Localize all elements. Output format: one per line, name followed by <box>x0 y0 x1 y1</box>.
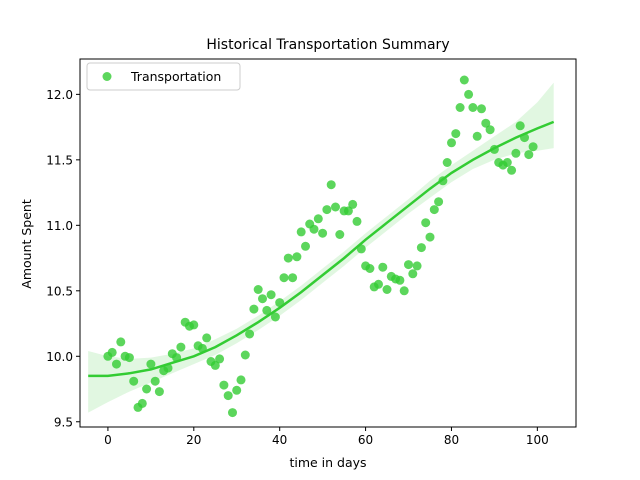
x-tick-label: 100 <box>526 433 549 447</box>
y-tick-label: 10.5 <box>46 284 73 298</box>
y-axis-label: Amount Spent <box>19 199 34 289</box>
data-point <box>288 273 298 283</box>
data-point <box>485 125 495 135</box>
data-point <box>528 142 538 152</box>
y-tick-label: 11.5 <box>46 153 73 167</box>
legend-box <box>86 62 241 91</box>
regression-line <box>88 120 555 378</box>
data-point <box>399 286 409 296</box>
data-point <box>464 89 474 99</box>
data-point <box>468 103 478 112</box>
data-point <box>262 305 272 315</box>
data-point <box>279 273 289 283</box>
data-point <box>434 197 444 207</box>
data-point <box>447 138 456 148</box>
data-point <box>404 260 413 270</box>
legend-label: Transportation <box>130 69 221 84</box>
data-point <box>322 205 332 215</box>
y-tick-label: 12.0 <box>46 88 73 102</box>
plot-area <box>88 75 555 418</box>
data-point <box>270 312 280 322</box>
data-point <box>129 376 139 386</box>
data-point <box>429 205 439 215</box>
data-point <box>421 218 431 228</box>
data-point <box>395 275 405 285</box>
data-point <box>365 264 375 273</box>
data-point <box>326 180 336 190</box>
data-point <box>502 158 512 167</box>
legend-marker <box>102 72 112 81</box>
data-point <box>511 148 521 158</box>
data-point <box>228 408 237 418</box>
data-point <box>223 391 233 401</box>
data-point <box>266 290 276 300</box>
x-axis-label: time in days <box>289 455 366 470</box>
data-point <box>524 150 534 160</box>
data-point <box>425 232 435 242</box>
data-point <box>137 398 147 408</box>
data-point <box>124 353 134 363</box>
legend: Transportation <box>86 62 241 91</box>
data-point <box>442 158 452 167</box>
data-point <box>331 202 340 212</box>
data-point <box>236 375 246 385</box>
data-point <box>146 359 156 369</box>
data-point <box>112 359 121 369</box>
data-point <box>189 320 199 330</box>
data-point <box>154 387 164 397</box>
data-point <box>313 214 323 224</box>
x-tick-label: 80 <box>444 433 459 447</box>
data-point <box>249 304 259 314</box>
chart-title: Historical Transportation Summary <box>206 37 449 53</box>
data-point <box>352 216 362 226</box>
data-point <box>150 376 160 386</box>
x-tick-label: 60 <box>358 433 373 447</box>
data-point <box>507 165 517 175</box>
data-point <box>343 206 353 216</box>
data-point <box>202 333 212 343</box>
data-point <box>451 129 461 139</box>
data-point <box>472 131 482 141</box>
x-tick-label: 20 <box>186 433 201 447</box>
data-point <box>292 252 302 262</box>
data-point <box>301 241 310 251</box>
data-point <box>309 224 319 234</box>
data-point <box>378 262 388 272</box>
data-point <box>245 329 255 339</box>
data-point <box>374 279 383 289</box>
data-point <box>481 118 491 128</box>
data-point <box>318 228 328 238</box>
data-point <box>348 199 358 209</box>
y-tick-label: 9.5 <box>54 415 73 429</box>
data-point <box>116 337 126 347</box>
axes-frame <box>79 58 577 428</box>
data-point <box>232 385 242 395</box>
data-point <box>240 350 250 360</box>
data-point <box>142 384 152 394</box>
x-tick-label: 40 <box>272 433 287 447</box>
data-point <box>412 261 422 271</box>
data-point <box>477 104 486 114</box>
data-point <box>283 253 293 263</box>
data-point <box>210 360 220 370</box>
y-tick-label: 11.0 <box>46 219 73 233</box>
data-point <box>335 230 345 239</box>
data-point <box>408 269 418 279</box>
data-point <box>382 285 392 294</box>
data-point <box>258 294 267 304</box>
x-tick-label: 0 <box>104 433 112 447</box>
data-point <box>215 354 225 364</box>
data-point <box>253 285 263 294</box>
data-point <box>296 227 306 237</box>
axes: 0 20 40 60 80 100 9.5 10.0 10.5 11.0 11.5 12.0 <box>46 58 577 447</box>
data-point <box>219 380 229 390</box>
data-point <box>107 347 117 357</box>
y-tick-label: 10.0 <box>46 350 73 364</box>
data-point <box>515 121 525 131</box>
data-point <box>455 103 465 112</box>
data-point <box>416 243 426 253</box>
data-point <box>176 342 186 352</box>
data-point <box>459 75 469 85</box>
